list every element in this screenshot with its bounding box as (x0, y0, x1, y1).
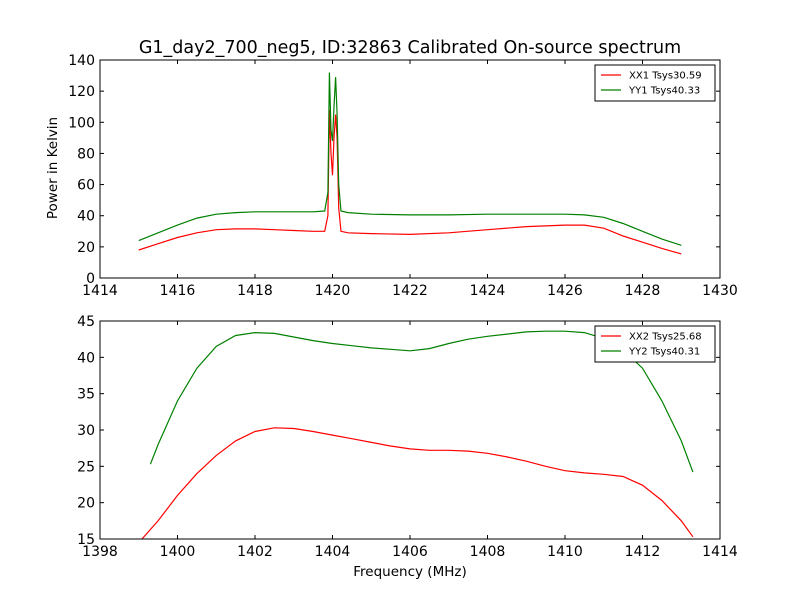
x-tick-label: 1424 (470, 283, 506, 299)
legend: XX1 Tsys30.59 YY1 Tsys40.33 (594, 64, 716, 102)
x-tick-label: 1404 (315, 544, 351, 560)
y-tick-label: 45 (77, 314, 95, 330)
x-tick-label: 1426 (547, 283, 583, 299)
y-tick-label: 35 (77, 387, 95, 403)
y-tick-label: 140 (68, 53, 95, 69)
x-tick-label: 1416 (160, 283, 196, 299)
y-tick-label: 20 (77, 496, 95, 512)
x-tick-label: 1412 (625, 544, 661, 560)
y-tick-label: 15 (77, 532, 95, 548)
series-line-xx2 (141, 427, 694, 539)
x-tick-label: 1418 (237, 283, 273, 299)
y-tick-label: 100 (68, 115, 95, 131)
y-tick-label: 40 (77, 209, 95, 225)
y-tick-label: 60 (77, 178, 95, 194)
x-tick-label: 1430 (702, 283, 738, 299)
x-tick-label: 1428 (625, 283, 661, 299)
y-tick-label: 40 (77, 350, 95, 366)
x-tick-label: 1420 (315, 283, 351, 299)
x-tick-label: 1408 (470, 544, 506, 560)
y-tick-label: 30 (77, 423, 95, 439)
legend: XX2 Tsys25.68 YY2 Tsys40.31 (594, 325, 716, 363)
legend-label: XX1 Tsys30.59 (629, 71, 702, 82)
y-tick-label: 120 (68, 84, 95, 100)
series-line-xx1 (138, 109, 682, 255)
chart-panels: 1414 1416 1418 1420 1422 1424 1426 1428 1430 0 20 4… (68, 53, 738, 560)
x-axis-label: Frequency (MHz) (353, 564, 466, 580)
x-tick-label: 1406 (392, 544, 428, 560)
y-tick-label: 0 (86, 271, 95, 287)
series-line-yy1 (138, 72, 682, 246)
chart-panel-2: 1398 1400 1402 1404 1406 1408 1410 1412 1414 15 20… (77, 314, 738, 560)
chart-panel-1: 1414 1416 1418 1420 1422 1424 1426 1428 1430 0 20 4… (68, 53, 738, 299)
legend-label: XX2 Tsys25.68 (629, 332, 702, 343)
legend-box (594, 64, 716, 102)
x-tick-label: 1400 (160, 544, 196, 560)
legend-label: YY1 Tsys40.33 (628, 86, 700, 97)
x-tick-label: 1422 (392, 283, 428, 299)
x-tick-label: 1414 (702, 544, 738, 560)
x-tick-label: 1410 (547, 544, 583, 560)
y-axis-label: Power in Kelvin (45, 117, 61, 219)
y-tick-label: 25 (77, 459, 95, 475)
y-tick-label: 80 (77, 146, 95, 162)
x-tick-label: 1414 (82, 283, 118, 299)
y-tick-label: 20 (77, 240, 95, 256)
x-tick-label: 1398 (82, 544, 118, 560)
legend-box (594, 325, 716, 363)
x-tick-label: 1402 (237, 544, 273, 560)
chart-title: G1_day2_700_neg5, ID:32863 Calibrated On… (139, 38, 681, 58)
legend-label: YY2 Tsys40.31 (628, 347, 700, 358)
